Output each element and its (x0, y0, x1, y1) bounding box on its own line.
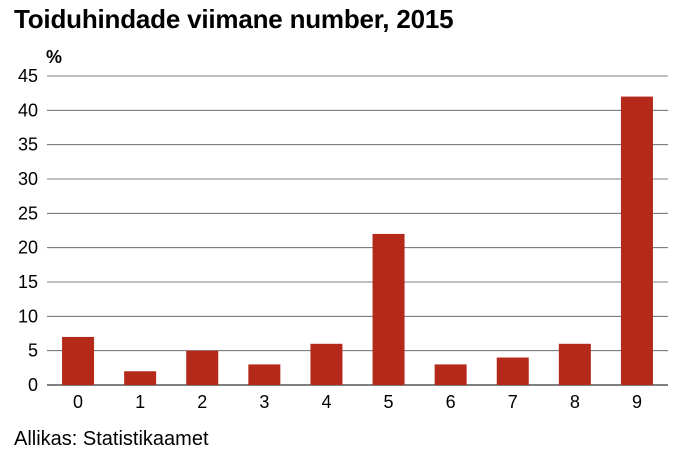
bar-2 (186, 350, 219, 385)
bar-8 (558, 343, 591, 385)
x-tick-label: 2 (197, 392, 207, 412)
y-tick-label: 10 (18, 306, 38, 326)
bar-9 (620, 96, 653, 385)
y-tick-label: 40 (18, 100, 38, 120)
x-tick-label: 1 (135, 392, 145, 412)
y-tick-label: 45 (18, 66, 38, 86)
y-tick-label: 35 (18, 135, 38, 155)
x-tick-label: 0 (73, 392, 83, 412)
x-tick-label: 3 (259, 392, 269, 412)
y-axis-unit-label: % (46, 47, 62, 67)
y-tick-label: 5 (28, 341, 38, 361)
x-tick-label: 7 (508, 392, 518, 412)
chart-title: Toiduhindade viimane number, 2015 (14, 4, 454, 34)
x-tick-label: 8 (570, 392, 580, 412)
bar-3 (248, 364, 281, 385)
bar-0 (62, 336, 95, 385)
gridlines (47, 75, 668, 386)
y-tick-label: 25 (18, 203, 38, 223)
bar-1 (124, 371, 157, 385)
x-tick-label: 4 (321, 392, 331, 412)
bar-6 (434, 364, 467, 385)
y-tick-label: 20 (18, 238, 38, 258)
bar-7 (496, 357, 529, 385)
x-tick-labels: 0 1 2 3 4 5 6 7 8 9 (73, 392, 642, 412)
bars (62, 96, 653, 385)
y-tick-labels: 0 5 10 15 20 25 30 35 40 45 (18, 66, 38, 395)
x-tick-label: 9 (632, 392, 642, 412)
y-tick-label: 15 (18, 272, 38, 292)
source-note: Allikas: Statistikaamet (14, 428, 209, 450)
bar-4 (310, 343, 343, 385)
y-tick-label: 30 (18, 169, 38, 189)
x-tick-label: 6 (446, 392, 456, 412)
y-tick-label: 0 (28, 375, 38, 395)
x-tick-label: 5 (384, 392, 394, 412)
bar-5 (372, 233, 405, 385)
